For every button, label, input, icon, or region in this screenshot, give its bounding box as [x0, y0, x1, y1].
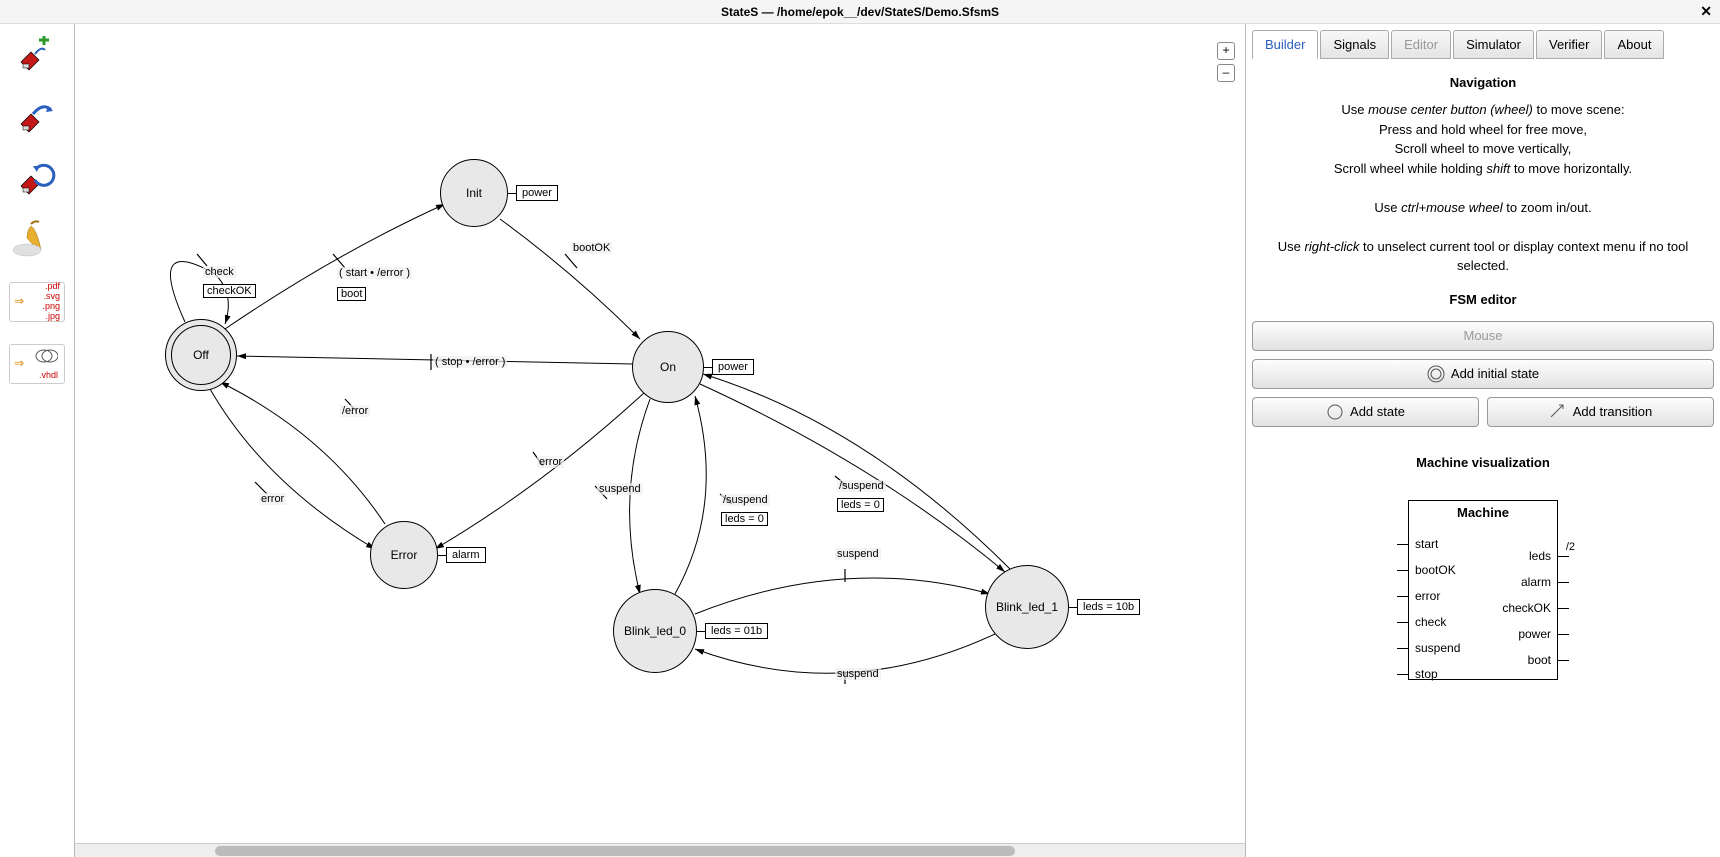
state-node-on[interactable]: On [632, 331, 704, 403]
edge-label: suspend [835, 548, 881, 560]
export-arrow-icon: ⇒ [14, 295, 24, 308]
edge-label: error [537, 456, 564, 468]
edge-label: /error [340, 405, 370, 417]
state-output-label: power [516, 185, 558, 201]
state-node-blink1[interactable]: Blink_led_1 [985, 565, 1069, 649]
machine-viz-title: Machine visualization [1252, 455, 1714, 470]
state-node-error[interactable]: Error [370, 521, 438, 589]
new-file-button[interactable] [9, 34, 65, 74]
machine-box-title: Machine [1409, 501, 1557, 524]
tab-builder[interactable]: Builder [1252, 30, 1318, 59]
tab-editor[interactable]: Editor [1391, 30, 1451, 59]
open-file-button[interactable] [9, 96, 65, 136]
add-initial-state-button[interactable]: Add initial state [1252, 359, 1714, 389]
state-output-label: alarm [446, 547, 486, 563]
edges-layer [75, 24, 1245, 857]
bus-width-label: /2 [1566, 541, 1575, 553]
zoom-out-button[interactable]: – [1217, 64, 1235, 82]
state-output-label: leds = 10b [1077, 599, 1140, 615]
output-port-checkOK: checkOK [1502, 601, 1551, 615]
zoom-in-button[interactable]: + [1217, 42, 1235, 60]
edge-label: suspend [835, 668, 881, 680]
edge-label: error [259, 493, 286, 505]
machine-box: Machine start bootOK error check suspend stop… [1408, 500, 1558, 680]
output-port-power: power [1518, 627, 1551, 641]
edge-action-label: checkOK [203, 284, 256, 298]
zoom-controls: + – [1217, 42, 1235, 82]
edge-label: ( stop • /error ) [433, 356, 507, 368]
window-title: StateS — /home/epok__/dev/StateS/Demo.Sf… [721, 5, 999, 19]
output-port-boot: boot [1528, 653, 1551, 667]
add-state-button[interactable]: Add state [1252, 397, 1479, 427]
edge-label: ( start • /error ) [337, 267, 412, 279]
state-output-label: leds = 01b [705, 623, 768, 639]
input-port-check: check [1415, 615, 1446, 629]
initial-state-icon [1427, 365, 1445, 383]
transition-icon [1549, 403, 1567, 421]
output-port-alarm: alarm [1521, 575, 1551, 589]
edge-label: suspend [597, 483, 643, 495]
export-vhdl-button[interactable]: ⇒ .vhdl [9, 344, 65, 384]
edge-action-label: leds = 0 [837, 498, 884, 512]
output-port-leds: leds [1529, 549, 1551, 563]
export-image-button[interactable]: ⇒ .pdf .svg .png .jpg [9, 282, 65, 322]
tab-verifier[interactable]: Verifier [1536, 30, 1602, 59]
state-node-init[interactable]: Init [440, 159, 508, 227]
tab-about[interactable]: About [1604, 30, 1664, 59]
edge-label: check [203, 266, 236, 278]
navigation-help: Use mouse center button (wheel) to move … [1252, 100, 1714, 276]
mouse-tool-button[interactable]: Mouse [1252, 321, 1714, 351]
reload-button[interactable] [9, 158, 65, 198]
titlebar: StateS — /home/epok__/dev/StateS/Demo.Sf… [0, 0, 1720, 24]
state-node-off[interactable]: Off [165, 319, 237, 391]
state-icon [1326, 403, 1344, 421]
edge-action-label: leds = 0 [721, 512, 768, 526]
edge-action-label: boot [337, 287, 366, 301]
close-icon[interactable]: ✕ [1700, 3, 1712, 20]
side-panel: Builder Signals Editor Simulator Verifie… [1245, 24, 1720, 857]
clean-button[interactable] [9, 220, 65, 260]
edge-label: bootOK [571, 242, 612, 254]
input-port-start: start [1415, 537, 1438, 551]
left-toolbar: ⇒ .pdf .svg .png .jpg ⇒ .vhdl [0, 24, 75, 857]
input-port-suspend: suspend [1415, 641, 1460, 655]
tab-simulator[interactable]: Simulator [1453, 30, 1534, 59]
export-arrow-icon-2: ⇒ [14, 357, 24, 370]
fsm-editor-title: FSM editor [1252, 292, 1714, 307]
edge-label: /suspend [721, 494, 770, 506]
state-node-blink0[interactable]: Blink_led_0 [613, 589, 697, 673]
export-ext-vhdl: .vhdl [39, 371, 58, 381]
state-output-label: power [712, 359, 754, 375]
input-port-error: error [1415, 589, 1440, 603]
navigation-title: Navigation [1252, 75, 1714, 90]
fsm-canvas[interactable]: + – [75, 24, 1245, 857]
main-layout: ⇒ .pdf .svg .png .jpg ⇒ .vhdl + – [0, 24, 1720, 857]
input-port-bootOK: bootOK [1415, 563, 1456, 577]
edge-label: /suspend [837, 480, 886, 492]
tabs: Builder Signals Editor Simulator Verifie… [1252, 30, 1714, 59]
tab-signals[interactable]: Signals [1320, 30, 1389, 59]
input-port-stop: stop [1415, 667, 1438, 681]
horizontal-scrollbar[interactable] [75, 843, 1245, 857]
add-transition-button[interactable]: Add transition [1487, 397, 1714, 427]
export-ext-jpg: .jpg [10, 312, 60, 322]
